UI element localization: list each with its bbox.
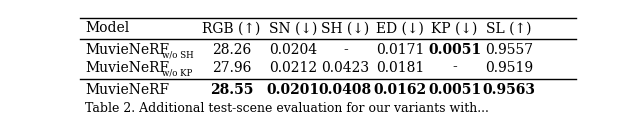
Text: 0.0162: 0.0162 — [373, 83, 426, 97]
Text: SL (↑): SL (↑) — [486, 21, 532, 35]
Text: 0.0171: 0.0171 — [376, 43, 424, 57]
Text: 0.0201: 0.0201 — [267, 83, 320, 97]
Text: 28.26: 28.26 — [212, 43, 251, 57]
Text: 0.0408: 0.0408 — [319, 83, 372, 97]
Text: 0.0212: 0.0212 — [269, 61, 317, 75]
Text: w/o SH: w/o SH — [162, 51, 193, 60]
Text: MuvieNeRF: MuvieNeRF — [85, 61, 169, 75]
Text: -: - — [452, 61, 457, 75]
Text: 0.0051: 0.0051 — [428, 83, 481, 97]
Text: 0.0181: 0.0181 — [376, 61, 424, 75]
Text: SN (↓): SN (↓) — [269, 21, 317, 35]
Text: 0.0051: 0.0051 — [428, 43, 481, 57]
Text: 0.9563: 0.9563 — [483, 83, 536, 97]
Text: SH (↓): SH (↓) — [321, 21, 369, 35]
Text: 0.0423: 0.0423 — [321, 61, 369, 75]
Text: w/o KP: w/o KP — [162, 68, 192, 78]
Text: 27.96: 27.96 — [212, 61, 251, 75]
Text: 28.55: 28.55 — [209, 83, 253, 97]
Text: MuvieNeRF: MuvieNeRF — [85, 83, 169, 97]
Text: ED (↓): ED (↓) — [376, 21, 424, 35]
Text: Table 2. Additional test-scene evaluation for our variants with...: Table 2. Additional test-scene evaluatio… — [85, 103, 489, 115]
Text: MuvieNeRF: MuvieNeRF — [85, 43, 169, 57]
Text: RGB (↑): RGB (↑) — [202, 21, 260, 35]
Text: Model: Model — [85, 21, 129, 35]
Text: -: - — [343, 43, 348, 57]
Text: 0.9519: 0.9519 — [485, 61, 533, 75]
Text: KP (↓): KP (↓) — [431, 21, 477, 35]
Text: 0.0204: 0.0204 — [269, 43, 317, 57]
Text: 0.9557: 0.9557 — [485, 43, 533, 57]
